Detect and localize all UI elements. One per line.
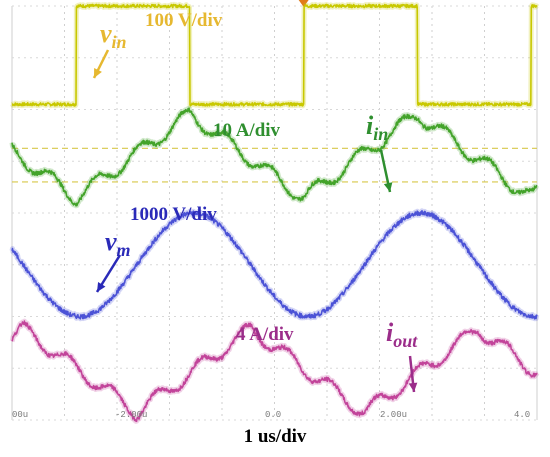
channel-label-vm: vm [105,227,131,260]
scale-label-iin: 10 A/div [213,120,281,141]
x-tick-label: -2.00u [115,410,147,420]
channel-label-iin-sub: in [373,124,388,144]
x-tick-label: 00u [12,410,28,420]
channel-label-vin-sub: in [112,32,127,52]
arrow-iin-head [383,182,393,192]
x-tick-label: 4.0 [514,410,530,420]
arrow-vin-head [94,68,102,78]
trigger-marker [298,0,309,7]
scale-label-vm: 1000 V/div [130,204,217,225]
channel-label-iout-main: i [386,318,394,347]
x-tick-label: 0.0 [265,410,281,420]
scale-label-iout: 4 A/div [236,324,294,345]
waveform-i_out [11,320,538,423]
arrow-iout-head [408,382,418,392]
waveform-i_in [11,107,538,207]
channel-label-vin-main: v [100,19,112,48]
timebase-label: 1 us/div [243,426,307,447]
waveform-v_in [11,3,538,107]
channel-label-vm-main: v [105,227,117,256]
channel-label-vin: vin [100,19,127,52]
x-tick-label: 2.00u [380,410,407,420]
arrow-vm-head [97,282,106,292]
channel-label-iout: iout [386,318,418,351]
channel-label-iin: iin [366,111,388,144]
scale-label-vin: 100 V/div [145,10,223,31]
waveform-v_m [11,210,538,320]
channel-label-iout-sub: out [393,331,418,351]
channel-label-iin-main: i [366,111,374,140]
channel-label-vm-sub: m [117,240,131,260]
